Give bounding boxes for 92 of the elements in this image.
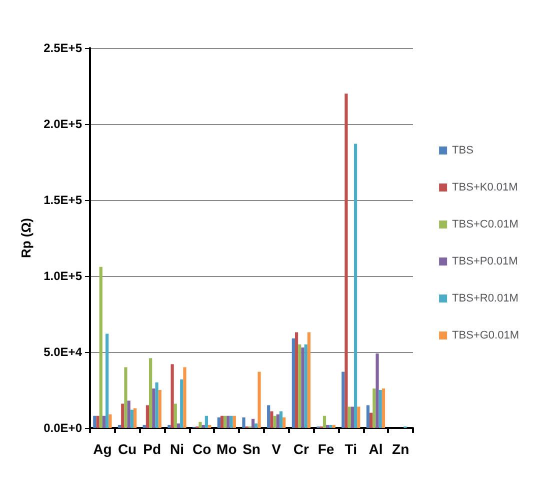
legend-label: TBS+P0.01M	[452, 256, 518, 268]
bar	[176, 423, 180, 428]
legend-label: TBS+C0.01M	[452, 218, 518, 230]
bar	[118, 424, 122, 428]
bar	[202, 424, 205, 428]
bar	[376, 354, 379, 428]
bar	[232, 416, 236, 428]
bar	[344, 94, 348, 428]
x-tick-label: Ag	[93, 441, 112, 457]
bar	[329, 424, 332, 428]
bar	[267, 405, 270, 428]
x-tick-label: Cr	[293, 441, 310, 457]
x-tick-label: Sn	[242, 441, 260, 457]
bar	[158, 390, 162, 428]
x-tick-label: Zn	[392, 441, 410, 457]
bar	[348, 406, 351, 428]
legend-label: TBS+G0.01M	[452, 330, 520, 342]
bar	[217, 417, 220, 428]
bar	[96, 416, 100, 428]
bar	[130, 410, 134, 428]
x-tick-label: Mo	[216, 441, 237, 457]
y-tick-label: 2.0E+5	[44, 117, 82, 131]
bar	[155, 382, 158, 428]
bar	[370, 412, 373, 428]
x-tick-label: Fe	[318, 441, 334, 457]
bar	[133, 408, 137, 428]
x-tick-label: Pd	[143, 441, 162, 457]
y-tick-label: 2.5E+5	[44, 41, 82, 55]
bar	[226, 416, 230, 428]
bar	[382, 388, 386, 428]
bar	[149, 358, 152, 428]
bar	[254, 423, 258, 428]
bar	[99, 266, 102, 428]
bar	[102, 416, 106, 428]
y-tick-label: 0.0E+0	[44, 421, 82, 435]
bar	[307, 332, 311, 428]
x-tick-label: V	[272, 441, 282, 457]
bar	[204, 416, 208, 428]
legend-label: TBS	[452, 144, 474, 156]
bar	[342, 372, 345, 428]
bar	[106, 334, 109, 428]
bar	[350, 406, 354, 428]
legend-label: TBS+K0.01M	[452, 182, 518, 194]
bar	[108, 414, 112, 428]
bar	[301, 347, 304, 428]
bar	[174, 404, 177, 428]
bar	[93, 416, 96, 428]
bar	[252, 418, 255, 428]
y-tick-label: 5.0E+4	[44, 345, 82, 359]
bar	[276, 414, 280, 428]
bar	[168, 424, 171, 428]
bar	[366, 405, 370, 428]
bar	[220, 416, 224, 428]
bar	[372, 388, 376, 428]
y-axis-title: Rp (Ω)	[18, 218, 34, 258]
bar	[121, 404, 124, 428]
bar	[298, 344, 302, 428]
bar	[282, 417, 286, 428]
bar	[124, 367, 128, 428]
bar	[127, 400, 130, 428]
bar	[180, 379, 184, 428]
bar	[183, 367, 186, 428]
bar	[294, 332, 298, 428]
bar	[322, 416, 326, 428]
bar	[304, 344, 308, 428]
legend-label: TBS+R0.01M	[452, 292, 518, 304]
bar	[224, 416, 227, 428]
bar	[332, 424, 336, 428]
y-tick-label: 1.5E+5	[44, 193, 82, 207]
bar	[279, 411, 283, 428]
bar	[242, 417, 246, 428]
bar	[292, 338, 295, 428]
x-tick-label: Ni	[170, 441, 184, 457]
bar	[198, 422, 202, 428]
y-tick-label: 1.0E+5	[44, 269, 82, 283]
x-tick-label: Ti	[344, 441, 357, 457]
x-tick-label: Cu	[118, 441, 137, 457]
bar	[208, 424, 212, 428]
bar	[170, 364, 174, 428]
bar	[146, 405, 150, 428]
bar	[273, 416, 276, 428]
bar	[354, 144, 358, 428]
bar	[230, 416, 233, 428]
bar	[270, 411, 274, 428]
bar	[142, 424, 146, 428]
bar	[152, 388, 156, 428]
bar	[326, 424, 330, 428]
bar	[378, 390, 382, 428]
bar	[357, 406, 360, 428]
x-tick-label: Al	[368, 441, 383, 457]
x-tick-label: Co	[192, 441, 212, 457]
bar	[258, 372, 261, 428]
